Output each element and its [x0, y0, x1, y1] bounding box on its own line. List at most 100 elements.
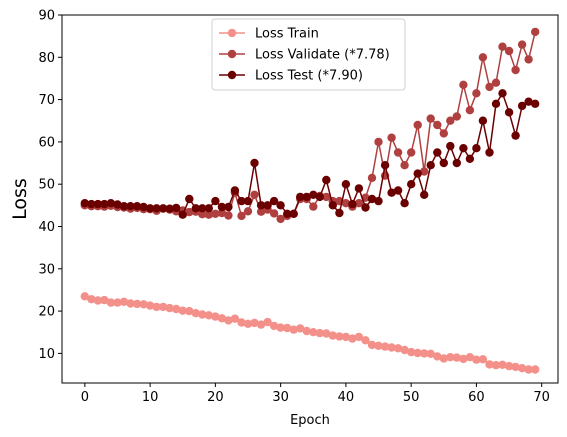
data-point	[393, 148, 403, 157]
data-point	[283, 209, 292, 218]
data-point	[302, 326, 311, 336]
data-point	[335, 208, 344, 218]
data-point	[237, 196, 246, 206]
data-point	[159, 204, 168, 213]
data-point	[230, 186, 240, 195]
data-point	[113, 200, 122, 209]
x-axis-label: Epoch	[290, 413, 330, 428]
data-point	[269, 209, 279, 218]
data-point	[322, 192, 331, 202]
data-point	[341, 199, 351, 208]
data-point	[93, 199, 103, 209]
data-point	[354, 184, 364, 193]
data-point	[504, 108, 514, 117]
data-point	[159, 302, 168, 312]
data-point	[152, 204, 161, 213]
x-tick-label: 40	[338, 390, 355, 405]
y-tick-label: 50	[38, 178, 55, 193]
data-point	[106, 298, 116, 307]
data-point	[322, 329, 331, 338]
data-point	[178, 210, 187, 219]
data-point	[446, 116, 455, 125]
data-point	[400, 161, 409, 170]
data-point	[126, 202, 135, 211]
data-point	[230, 314, 240, 323]
data-point	[296, 324, 305, 333]
x-tick-label: 10	[142, 390, 159, 405]
data-point	[491, 361, 501, 370]
data-point	[198, 210, 207, 219]
data-point	[524, 55, 533, 64]
data-point	[269, 321, 279, 331]
data-point	[420, 349, 429, 358]
data-point	[367, 194, 377, 204]
data-point	[256, 320, 266, 329]
data-point	[400, 345, 409, 355]
data-point	[485, 148, 494, 157]
data-point	[204, 311, 213, 320]
data-point	[485, 82, 494, 92]
data-point	[511, 65, 520, 75]
data-point	[309, 190, 318, 199]
data-point	[204, 210, 213, 219]
data-point	[367, 340, 377, 350]
legend-item: Loss Train	[219, 27, 319, 42]
data-point	[517, 40, 527, 49]
data-point	[315, 192, 324, 202]
data-point	[426, 349, 435, 358]
legend-marker	[227, 28, 237, 38]
data-point	[80, 199, 90, 208]
data-point	[348, 334, 357, 343]
data-point	[465, 154, 475, 163]
x-axis: 0 10 20 30 40 50 60 70	[81, 383, 550, 405]
data-point	[211, 312, 220, 321]
legend-label: Loss Train	[255, 27, 319, 42]
plot-area	[80, 27, 540, 374]
data-point	[289, 325, 298, 334]
legend-label: Loss Test (*7.90)	[255, 69, 363, 84]
data-point	[517, 364, 527, 373]
data-point	[250, 318, 259, 328]
data-point	[211, 196, 220, 206]
data-point	[224, 202, 233, 212]
data-point	[439, 129, 448, 138]
data-point	[145, 301, 155, 310]
data-point	[354, 332, 364, 342]
data-point	[413, 348, 422, 358]
data-point	[341, 332, 351, 342]
data-point	[185, 207, 194, 217]
data-point	[478, 116, 488, 125]
data-point	[485, 360, 494, 369]
data-point	[452, 158, 461, 168]
data-point	[165, 204, 174, 213]
data-point	[132, 299, 142, 309]
data-point	[100, 295, 109, 305]
data-point	[139, 300, 148, 309]
data-point	[243, 196, 253, 206]
data-point	[491, 78, 501, 87]
data-point	[426, 114, 435, 123]
data-point	[263, 201, 272, 210]
data-point	[243, 319, 253, 328]
data-point	[446, 141, 455, 151]
data-point	[426, 161, 435, 170]
data-point	[191, 204, 200, 213]
data-point	[145, 204, 155, 213]
data-point	[439, 158, 448, 168]
data-point	[393, 344, 403, 353]
data-point	[113, 298, 122, 307]
data-point	[185, 306, 194, 316]
data-point	[452, 353, 461, 362]
data-point	[139, 202, 148, 212]
data-point	[393, 186, 403, 195]
data-point	[198, 204, 207, 213]
data-point	[250, 158, 259, 168]
data-point	[459, 144, 468, 153]
data-point	[100, 199, 109, 209]
data-point	[361, 336, 370, 345]
data-point	[413, 169, 422, 178]
y-tick-label: 10	[38, 347, 55, 362]
data-point	[446, 353, 455, 362]
data-point	[524, 365, 533, 374]
